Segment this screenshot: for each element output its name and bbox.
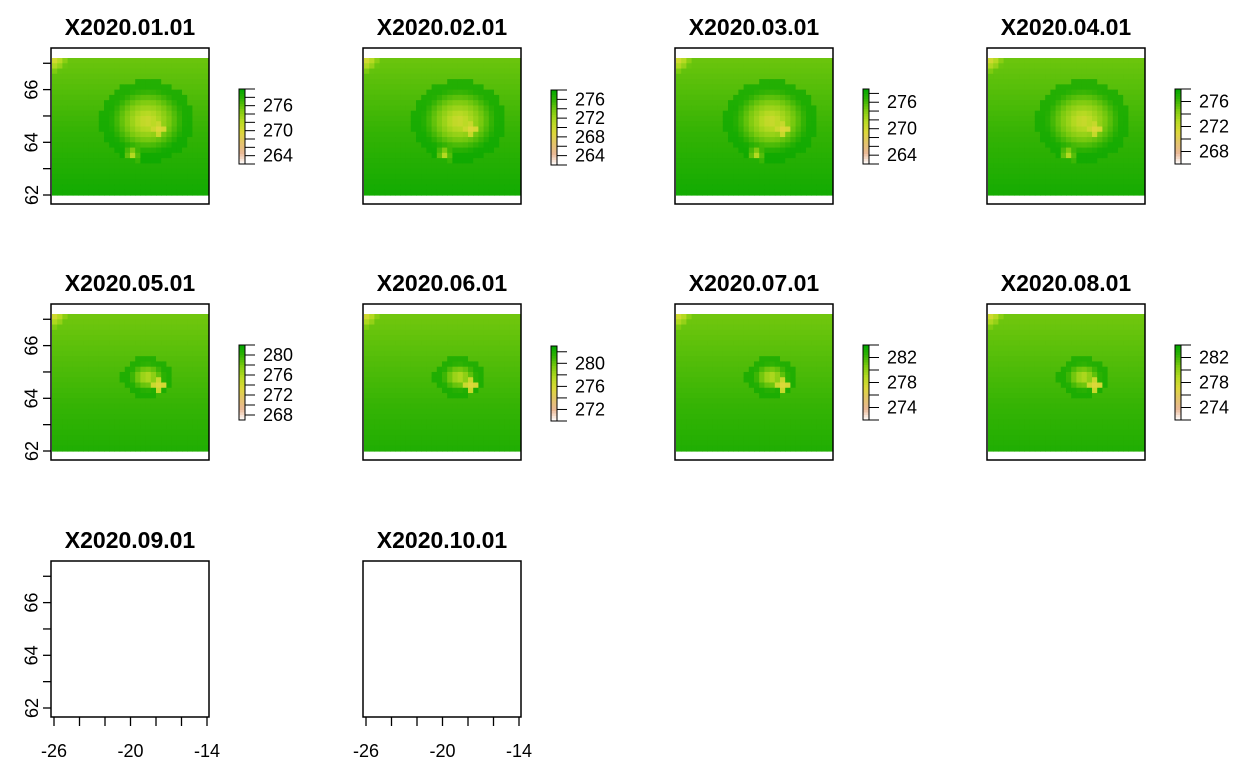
- legend: 264 270 276: [238, 88, 293, 166]
- plot-frame: [986, 47, 1146, 205]
- legend-tick-label: 280: [575, 353, 605, 373]
- legend-tick-label: 278: [887, 373, 917, 393]
- legend-tick-label: 274: [1199, 398, 1229, 418]
- legend-tick-label: 264: [263, 146, 293, 166]
- y-tick-label: 66: [22, 80, 42, 100]
- legend-tick-label: 274: [887, 398, 917, 418]
- legend-tick-label: 272: [575, 399, 605, 419]
- plot-frame: [362, 303, 522, 461]
- legend-tick-label: 282: [887, 348, 917, 368]
- x-tick-label: -20: [429, 741, 455, 761]
- legend-bar: [862, 88, 870, 165]
- legend-tick-label: 276: [887, 92, 917, 112]
- legend: 274 278 282: [1174, 344, 1229, 421]
- raster: [988, 314, 1145, 452]
- panel-X2020.03.01: X2020.03.01 264 270 276: [674, 14, 917, 205]
- legend-tick-label: 276: [575, 376, 605, 396]
- legend-tick-label: 272: [263, 385, 293, 405]
- y-tick-label: 64: [22, 645, 42, 665]
- x-axis: -26 -20 -14: [41, 717, 220, 761]
- legend-tick-label: 268: [263, 405, 293, 425]
- plot-frame: [674, 303, 834, 461]
- legend-tick-label: 272: [1199, 117, 1229, 137]
- legend-tick-label: 264: [575, 146, 605, 166]
- plot-frame: [50, 303, 210, 461]
- y-axis: 62 64 66: [22, 62, 51, 205]
- legend-tick-label: 276: [263, 365, 293, 385]
- legend-tick-label: 270: [263, 121, 293, 141]
- panel-X2020.10.01: X2020.10.01 -26 -20 -14: [353, 527, 532, 761]
- plot-frame: [674, 47, 834, 205]
- legend-tick-label: 268: [575, 127, 605, 147]
- raster: [676, 314, 833, 452]
- panel-title: X2020.04.01: [1001, 14, 1132, 40]
- panel-X2020.09.01: X2020.09.01 62 64 66 -26 -20 -14: [22, 527, 220, 761]
- panel-title: X2020.07.01: [689, 270, 820, 296]
- y-tick-label: 66: [22, 593, 42, 613]
- panel-X2020.06.01: X2020.06.01 272 276 280: [362, 270, 605, 461]
- raster: [52, 58, 209, 196]
- panel-title: X2020.01.01: [65, 14, 196, 40]
- raster: [52, 314, 209, 452]
- panel-title: X2020.09.01: [65, 527, 196, 553]
- panel-title: X2020.10.01: [377, 527, 508, 553]
- legend-tick-label: 276: [263, 96, 293, 116]
- panel-title: X2020.05.01: [65, 270, 196, 296]
- y-tick-label: 62: [22, 185, 42, 205]
- legend-tick-label: 282: [1199, 348, 1229, 368]
- plot-frame: [362, 560, 522, 718]
- y-tick-label: 62: [22, 441, 42, 461]
- legend-tick-label: 270: [887, 119, 917, 139]
- legend-tick-label: 264: [887, 145, 917, 165]
- legend-tick-label: 268: [1199, 142, 1229, 162]
- legend-tick-label: 272: [575, 108, 605, 128]
- x-tick-label: -20: [117, 741, 143, 761]
- panel-title: X2020.03.01: [689, 14, 820, 40]
- x-tick-label: -26: [41, 741, 67, 761]
- legend-bar: [238, 344, 246, 421]
- legend: 274 278 282: [862, 344, 917, 421]
- x-tick-label: -26: [353, 741, 379, 761]
- legend-bar: [550, 345, 558, 422]
- raster: [988, 58, 1145, 196]
- y-axis: 62 64 66: [22, 575, 51, 718]
- legend-tick-label: 276: [1199, 92, 1229, 112]
- panel-title: X2020.02.01: [377, 14, 508, 40]
- panel-X2020.01.01: X2020.01.01 62 64 66 264 270 276: [22, 14, 293, 205]
- legend-tick-label: 278: [1199, 373, 1229, 393]
- x-tick-label: -14: [506, 741, 532, 761]
- y-tick-label: 64: [22, 132, 42, 152]
- plot-frame: [986, 303, 1146, 461]
- panel-X2020.08.01: X2020.08.01 274 278 282: [986, 270, 1229, 461]
- plot-frame: [50, 47, 210, 205]
- raster: [364, 58, 521, 196]
- panel-X2020.07.01: X2020.07.01 274 278 282: [674, 270, 917, 461]
- raster: [364, 314, 521, 452]
- y-axis: 62 64 66: [22, 318, 51, 461]
- panel-title: X2020.06.01: [377, 270, 508, 296]
- legend: 264 270 276: [862, 88, 917, 165]
- panel-X2020.04.01: X2020.04.01 268 272 276: [986, 14, 1229, 205]
- raster: [676, 58, 833, 196]
- legend: 268 272 276: [1174, 88, 1229, 165]
- y-tick-label: 62: [22, 698, 42, 718]
- legend-bar: [238, 88, 246, 165]
- y-tick-label: 64: [22, 388, 42, 408]
- x-axis: -26 -20 -14: [353, 717, 532, 761]
- panel-title: X2020.08.01: [1001, 270, 1132, 296]
- legend-tick-label: 280: [263, 345, 293, 365]
- legend-tick-label: 276: [575, 89, 605, 109]
- plot-frame: [50, 560, 210, 718]
- legend: 272 276 280: [550, 345, 605, 422]
- y-tick-label: 66: [22, 336, 42, 356]
- plot-frame: [362, 47, 522, 205]
- x-tick-label: -14: [194, 741, 220, 761]
